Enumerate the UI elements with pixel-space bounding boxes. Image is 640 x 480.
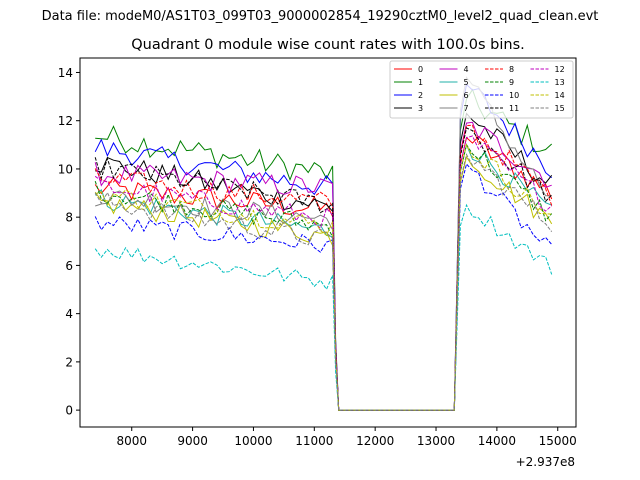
legend-label-5: 5 (464, 78, 469, 87)
series-line-12 (94, 135, 553, 411)
legend-label-10: 10 (509, 91, 519, 100)
x-tick-label: 11000 (295, 434, 333, 448)
series-line-14 (95, 143, 552, 411)
axes-frame (79, 57, 577, 428)
x-tick-label: 9000 (177, 434, 208, 448)
legend-label-9: 9 (509, 78, 514, 87)
legend-label-4: 4 (464, 65, 469, 74)
y-tick-label: 2 (65, 355, 73, 369)
legend-label-15: 15 (555, 104, 565, 113)
series-line-0 (94, 135, 553, 411)
series-line-3 (95, 112, 553, 411)
y-axis: 0 2 4 6 8 10 12 14 (58, 66, 80, 418)
x-tick-label: 8000 (116, 434, 147, 448)
legend-label-3: 3 (418, 104, 423, 113)
x-tick-label: 14000 (478, 434, 516, 448)
series-line-4 (94, 121, 552, 411)
legend-label-12: 12 (555, 65, 565, 74)
x-tick-label: 10000 (234, 434, 272, 448)
legend-label-8: 8 (509, 65, 514, 74)
y-tick-label: 4 (65, 307, 73, 321)
y-tick-label: 12 (58, 114, 73, 128)
y-tick-label: 0 (65, 404, 73, 418)
x-axis: 8000 9000 10000 11000 12000 13000 14000 15000 (116, 427, 577, 448)
y-tick-label: 6 (65, 259, 73, 273)
legend-label-7: 7 (464, 104, 469, 113)
x-offset-label: +2.937e8 (516, 455, 575, 469)
series-line-9 (94, 143, 553, 411)
plot-lines (94, 76, 553, 411)
legend-label-11: 11 (509, 104, 519, 113)
y-tick-label: 10 (58, 162, 73, 176)
legend-label-6: 6 (464, 91, 469, 100)
legend-label-2: 2 (418, 91, 423, 100)
legend-label-14: 14 (555, 91, 565, 100)
x-tick-label: 13000 (417, 434, 455, 448)
x-tick-label: 15000 (539, 434, 577, 448)
series-line-8 (94, 124, 553, 411)
suptitle: Data file: modeM0/AS1T03_099T03_90000028… (42, 9, 599, 24)
series-line-10 (94, 163, 553, 411)
x-tick-label: 12000 (356, 434, 394, 448)
legend-label-13: 13 (555, 78, 565, 87)
series-line-15 (94, 153, 553, 411)
series-line-13 (94, 203, 553, 411)
y-tick-label: 14 (58, 66, 73, 80)
chart-title: Quadrant 0 module wise count rates with … (131, 37, 525, 53)
legend-label-1: 1 (418, 78, 423, 87)
legend-frame (389, 60, 574, 119)
series-line-11 (94, 127, 553, 411)
series-line-6 (94, 155, 553, 411)
y-tick-label: 8 (65, 211, 73, 225)
legend-label-0: 0 (418, 65, 423, 74)
